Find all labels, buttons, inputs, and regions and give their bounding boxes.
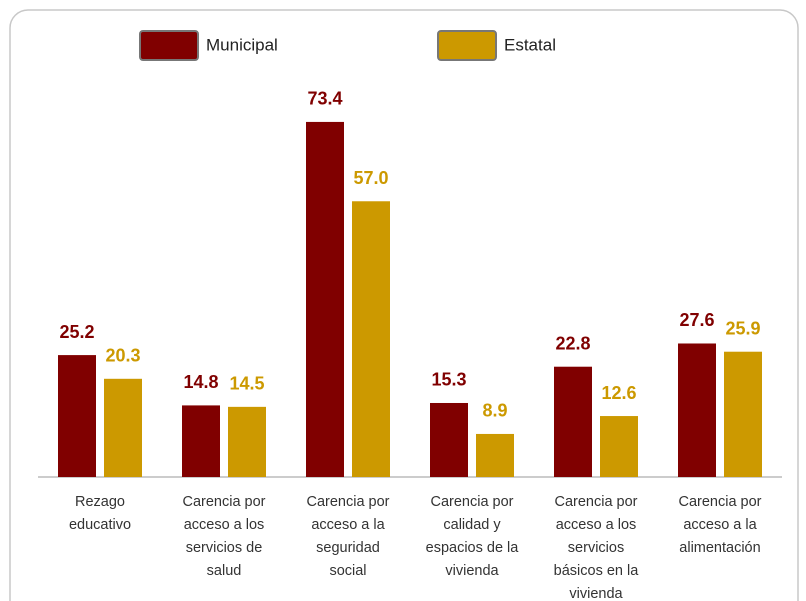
x-tick-label: Carencia por acceso a la seguridad social (306, 494, 389, 579)
bar (430, 402, 468, 477)
x-tick-label: Carencia por acceso a los servicios de salu… (182, 494, 265, 579)
data-label: 12.6 (601, 383, 636, 403)
data-label: 73.4 (307, 89, 342, 109)
bar (228, 406, 266, 477)
bar (600, 416, 638, 477)
bar (58, 355, 96, 477)
legend-swatch (139, 30, 199, 61)
data-label: 27.6 (679, 310, 714, 330)
data-label: 22.8 (555, 333, 590, 353)
bar (678, 343, 716, 477)
data-label: 25.2 (59, 322, 94, 342)
bar (306, 121, 344, 478)
frame (9, 9, 799, 601)
data-label: 8.9 (482, 401, 507, 421)
data-label: 15.3 (431, 370, 466, 390)
legend-swatch (437, 30, 497, 61)
bar (352, 201, 390, 477)
x-tick-label: Carencia por acceso a la alimentación (678, 494, 761, 556)
x-tick-label: Carencia por calidad y espacios de la vivie… (426, 494, 520, 579)
x-tick-label: Rezago educativo (69, 494, 131, 533)
bar (476, 433, 514, 477)
legend-label: Estatal (504, 35, 556, 54)
legend-label: Municipal (206, 35, 278, 54)
bar (104, 378, 142, 477)
bar (724, 351, 762, 477)
data-label: 25.9 (725, 318, 760, 338)
data-label: 14.5 (229, 374, 264, 394)
bar (554, 366, 592, 477)
bar (182, 405, 220, 477)
data-label: 57.0 (353, 168, 388, 188)
x-tick-label: Carencia por acceso a los servicios básicos… (554, 494, 640, 601)
data-label: 14.8 (183, 372, 218, 392)
data-label: 20.3 (105, 346, 140, 366)
